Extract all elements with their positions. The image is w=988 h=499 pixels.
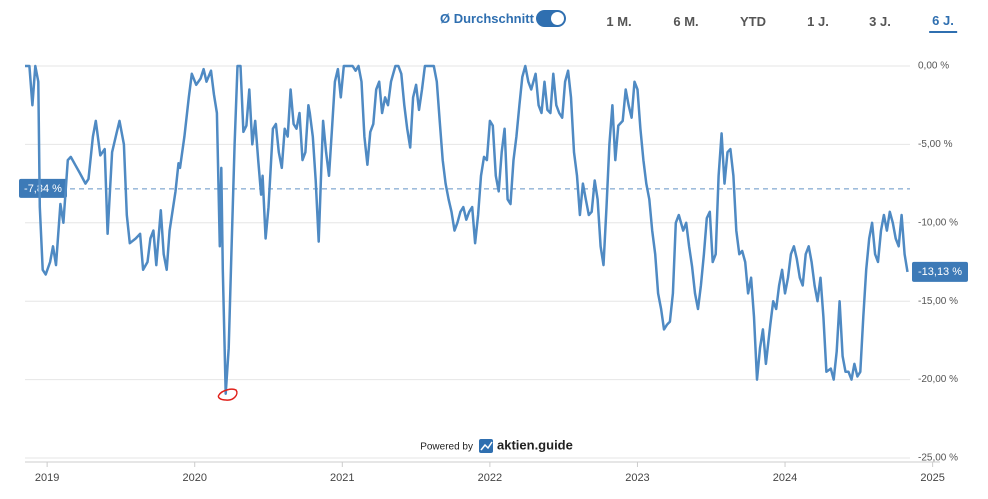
y-tick-label: -15,00 % xyxy=(918,296,958,307)
range-button[interactable]: 1 M. xyxy=(603,9,634,33)
brand-logo-arrow xyxy=(480,441,493,451)
x-tick-label: 2024 xyxy=(773,472,797,484)
data-line xyxy=(25,64,909,395)
end-label: -13,13 % xyxy=(918,266,962,278)
y-tick-label: -10,00 % xyxy=(918,217,958,228)
y-tick-label: -5,00 % xyxy=(918,139,953,150)
powered-by: Powered by xyxy=(420,442,473,453)
x-tick-label: 2021 xyxy=(330,472,354,484)
x-tick-label: 2019 xyxy=(35,472,59,484)
range-button[interactable]: 6 M. xyxy=(670,9,701,33)
average-label-box xyxy=(19,178,67,198)
range-button[interactable]: 1 J. xyxy=(804,9,832,33)
range-button[interactable]: 6 J. xyxy=(929,9,957,33)
toolbar: Ø Durchschnitt 1 M. 6 M. YTD 1 J. 3 J. 6… xyxy=(0,0,988,40)
average-toggle-label[interactable]: Ø Durchschnitt xyxy=(440,11,534,26)
range-button[interactable]: YTD xyxy=(737,9,769,33)
average-label: -7,84 % xyxy=(24,183,62,195)
average-toggle[interactable] xyxy=(536,10,566,27)
x-tick-label: 2020 xyxy=(182,472,206,484)
y-tick-label: -25,00 % xyxy=(918,453,958,464)
brand-name: aktien.guide xyxy=(497,437,573,452)
y-tick-label: 0,00 % xyxy=(918,61,949,72)
end-label-box xyxy=(912,261,968,282)
x-tick-label: 2025 xyxy=(920,472,944,484)
range-button[interactable]: 3 J. xyxy=(866,9,894,33)
x-tick-label: 2023 xyxy=(625,472,649,484)
x-tick-label: 2022 xyxy=(478,472,502,484)
annotation-circle xyxy=(217,388,238,401)
y-tick-label: -20,00 % xyxy=(918,374,958,385)
